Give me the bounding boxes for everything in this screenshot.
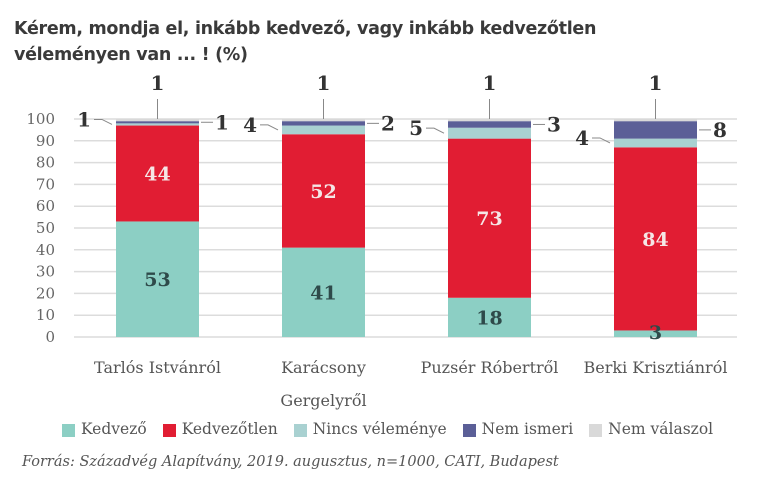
- data-label: 8: [713, 118, 727, 142]
- x-category-label: Puzsér Róbertről: [421, 358, 559, 377]
- bar-segment-kedvezőtlen: [116, 125, 199, 222]
- y-tick-label: 10: [36, 306, 55, 324]
- legend-label: Nincs véleménye: [312, 420, 447, 438]
- bar-segment-nincs-véleménye: [282, 125, 365, 135]
- legend-item: Kedvező: [62, 420, 147, 438]
- data-label: 1: [215, 110, 229, 134]
- x-category-label: Gergelyről: [280, 391, 366, 410]
- x-axis-categories: Tarlós Istvánról Karácsony Gergelyről Puzsé…: [94, 358, 727, 410]
- bar-segment-nem-válaszol: [614, 119, 697, 122]
- bar-segment-kedvező: [116, 221, 199, 337]
- legend: Kedvező Kedvezőtlen Nincs véleménye Nem ism…: [62, 420, 713, 438]
- y-tick-label: 30: [36, 263, 55, 281]
- y-tick-label: 90: [36, 132, 55, 150]
- x-category-label: Karácsony: [281, 358, 366, 377]
- callout-line: [260, 124, 279, 131]
- legend-label: Kedvezőtlen: [181, 420, 278, 438]
- bar-segment-kedvező: [282, 247, 365, 337]
- data-label: 3: [547, 112, 561, 136]
- bar-segment-kedvező: [448, 297, 531, 337]
- data-label: 1: [649, 71, 663, 95]
- bar-segment-nem-válaszol: [282, 119, 365, 122]
- data-label: 2: [381, 111, 395, 135]
- y-tick-label: 0: [45, 328, 55, 346]
- data-label: 84: [642, 229, 668, 251]
- legend-label: Nem ismeri: [481, 420, 574, 438]
- bar-segment-nincs-véleménye: [116, 123, 199, 126]
- x-category-label: Tarlós Istvánról: [94, 358, 221, 377]
- bar-segment-nem-válaszol: [116, 119, 199, 122]
- bar-segment-nem-ismeri: [116, 121, 199, 124]
- legend-swatch: [62, 424, 75, 437]
- bar-segment-nem-ismeri: [448, 121, 531, 128]
- y-axis-ticks: 0 10 20 30 40 50 60 70 80 90 100: [26, 110, 55, 346]
- bar-segment-nincs-véleménye: [448, 127, 531, 139]
- legend-item: Nincs véleménye: [293, 420, 447, 438]
- y-tick-label: 70: [36, 175, 55, 193]
- y-tick-label: 20: [36, 284, 55, 302]
- callout-line: [426, 127, 445, 134]
- bar-segment-nem-ismeri: [614, 121, 697, 139]
- data-label: 1: [151, 71, 165, 95]
- x-category-label: Berki Krisztiánról: [584, 358, 728, 377]
- legend-swatch: [462, 424, 476, 437]
- data-label: 41: [310, 282, 336, 304]
- data-label: 4: [243, 113, 257, 137]
- data-label: 73: [476, 208, 502, 230]
- legend-swatch: [589, 424, 603, 437]
- y-tick-label: 50: [36, 219, 55, 237]
- y-tick-label: 100: [26, 110, 55, 128]
- data-label: 1: [483, 71, 497, 95]
- bar-segment-kedvezőtlen: [282, 134, 365, 248]
- bar-segment-nem-válaszol: [448, 119, 531, 122]
- source-note: Forrás: Századvég Alapítvány, 2019. augu…: [22, 454, 559, 470]
- bar-segment-kedvezőtlen: [448, 138, 531, 298]
- data-label: 1: [317, 71, 331, 95]
- bar-segment-nincs-véleménye: [614, 138, 697, 148]
- bar-segment-nem-ismeri: [282, 121, 365, 126]
- y-tick-label: 40: [36, 241, 55, 259]
- bar-segment-kedvezőtlen: [614, 147, 697, 331]
- data-label: 18: [476, 307, 502, 329]
- bars: [116, 119, 697, 337]
- data-label: 52: [310, 181, 336, 203]
- data-label: 3: [649, 322, 662, 344]
- callout-line: [592, 137, 611, 144]
- legend-swatch: [293, 424, 307, 437]
- data-label: 44: [144, 164, 170, 186]
- legend-item: Kedvezőtlen: [162, 420, 278, 438]
- chart-title: Kérem, mondja el, inkább kedvező, vagy i…: [14, 19, 597, 65]
- y-tick-label: 80: [36, 154, 55, 172]
- data-label: 1: [77, 107, 91, 131]
- legend-swatch: [162, 424, 176, 437]
- legend-label: Nem válaszol: [608, 420, 714, 438]
- data-label: 4: [575, 126, 589, 150]
- legend-item: Nem válaszol: [589, 420, 713, 438]
- bar-segment-kedvező: [614, 330, 697, 337]
- y-tick-label: 60: [36, 197, 55, 215]
- legend-item: Nem ismeri: [462, 420, 574, 438]
- data-label: 53: [144, 269, 170, 291]
- data-label: 5: [409, 116, 423, 140]
- callout-line: [94, 118, 113, 125]
- legend-label: Kedvező: [81, 420, 147, 438]
